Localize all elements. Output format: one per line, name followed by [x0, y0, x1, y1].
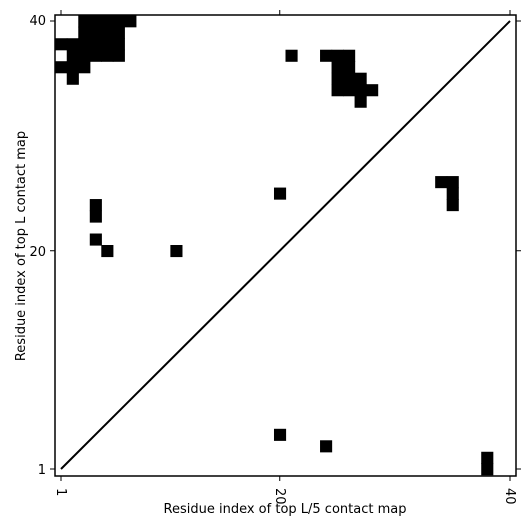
contact-cell-top-l	[89, 199, 102, 212]
plot-frame	[54, 14, 517, 477]
x-axis-title: Residue index of top L/5 contact map	[164, 502, 407, 517]
contact-cell-top-l	[89, 15, 102, 28]
contact-cell-top-l	[273, 187, 287, 200]
contact-cells	[55, 15, 494, 476]
contact-cell-top-l	[101, 49, 114, 62]
y-tick-label-40: 40	[29, 14, 46, 29]
contact-cell-top-l	[343, 84, 356, 97]
contact-cell-top-l5	[481, 451, 494, 464]
contact-cell-top-l	[354, 95, 367, 108]
contact-cell-top-l	[66, 49, 79, 62]
contact-cell-top-l	[66, 72, 79, 85]
axis-ticks	[50, 10, 521, 481]
contact-cell-top-l	[446, 187, 459, 200]
diagonal-line	[60, 20, 511, 470]
contact-cell-top-l	[78, 61, 91, 74]
contact-cell-top-l	[112, 38, 125, 51]
contact-cell-top-l	[89, 49, 102, 62]
contact-cell-top-l	[124, 15, 137, 28]
contact-cell-top-l	[78, 49, 91, 62]
contact-cell-top-l5	[273, 428, 287, 441]
contact-cell-top-l	[170, 245, 183, 258]
contact-cell-top-l	[435, 176, 448, 189]
y-tick-label-1: 1	[38, 463, 46, 478]
contact-cell-top-l	[101, 26, 114, 39]
x-tick-label-1: 1	[53, 488, 68, 496]
contact-cell-top-l	[101, 38, 114, 51]
contact-cell-top-l	[112, 15, 125, 28]
contact-cell-top-l	[343, 61, 356, 74]
contact-cell-top-l	[331, 72, 344, 85]
contact-cell-top-l	[112, 49, 125, 62]
contact-cell-top-l	[320, 49, 333, 62]
contact-cell-top-l	[89, 38, 102, 51]
contact-cell-top-l	[66, 38, 79, 51]
y-tick-label-20: 20	[29, 245, 46, 260]
contact-cell-top-l	[354, 84, 367, 97]
contact-cell-top-l	[78, 26, 91, 39]
y-axis-title: Residue index of top L contact map	[14, 131, 29, 361]
contact-cell-top-l	[331, 49, 344, 62]
contact-cell-top-l	[89, 233, 102, 246]
contact-cell-top-l	[101, 245, 114, 258]
contact-cell-top-l	[354, 72, 367, 85]
contact-cell-top-l5	[481, 463, 494, 476]
contact-cell-top-l	[89, 26, 102, 39]
contact-cell-top-l	[446, 176, 459, 189]
contact-cell-top-l	[446, 199, 459, 212]
contact-cell-top-l	[55, 61, 68, 74]
contact-cell-top-l	[343, 72, 356, 85]
contact-cell-top-l	[112, 26, 125, 39]
contact-cell-top-l	[89, 210, 102, 223]
x-tick-label-40: 40	[502, 488, 517, 505]
contact-cell-top-l	[285, 49, 298, 62]
x-tick-label-20: 20	[272, 488, 287, 505]
contact-cell-top-l5	[320, 440, 333, 453]
contact-cell-top-l	[78, 38, 91, 51]
contact-cell-top-l	[101, 15, 114, 28]
contact-cell-top-l	[331, 61, 344, 74]
contact-cell-top-l	[343, 49, 356, 62]
contact-cell-top-l	[55, 38, 68, 51]
contact-cell-top-l	[366, 84, 379, 97]
contact-cell-top-l	[66, 61, 79, 74]
contact-cell-top-l	[331, 84, 344, 97]
contact-cell-top-l	[78, 15, 91, 28]
